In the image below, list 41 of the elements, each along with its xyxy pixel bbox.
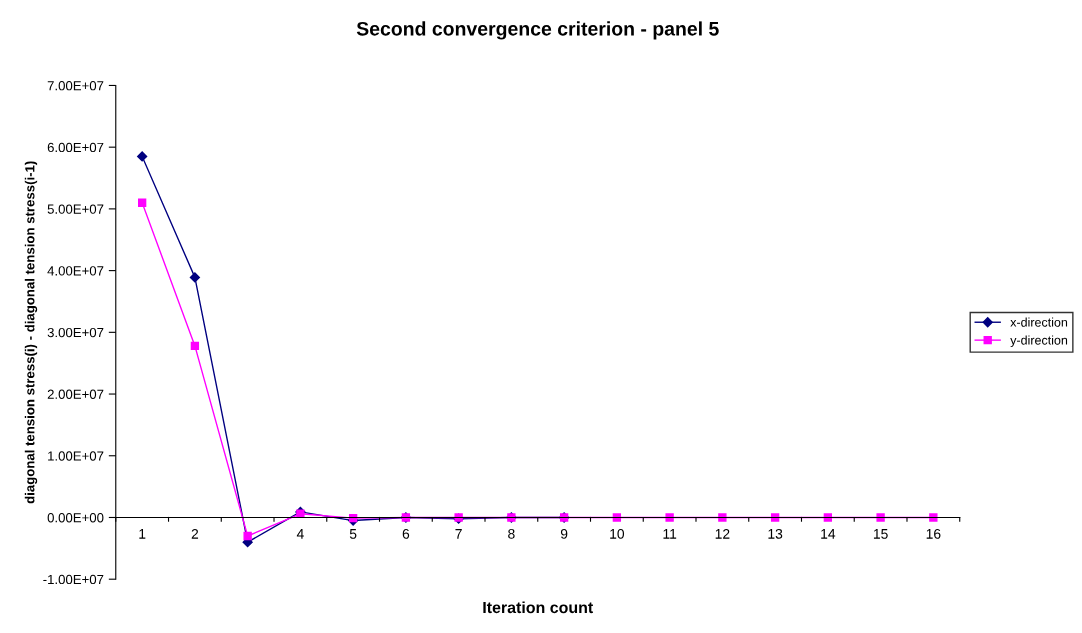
x-tick-label: 5 — [349, 529, 357, 539]
point — [665, 513, 674, 522]
y-tick-label: 2.00E+07 — [47, 389, 104, 399]
x-tick-label: 7 — [455, 529, 462, 539]
y-tick-label: 3.00E+07 — [47, 327, 104, 338]
point — [243, 531, 252, 541]
y-tick-label: 0.00E+00 — [47, 513, 104, 523]
y-tick-label: 1.00E+07 — [48, 451, 104, 461]
point — [823, 513, 833, 522]
point — [876, 513, 885, 522]
point — [189, 272, 201, 283]
x-tick-label: 6 — [402, 528, 410, 539]
x-tick-label: 16 — [926, 528, 941, 539]
chart-title: Second convergence criterion - panel 5 — [356, 21, 719, 40]
x-tick-label: 1 — [139, 529, 146, 539]
x-tick-label: 8 — [508, 528, 515, 539]
legend-label: y-direction — [1010, 335, 1068, 348]
point — [929, 513, 938, 522]
x-tick-label: 2 — [191, 528, 199, 539]
x-tick-label: 9 — [560, 528, 568, 539]
x-tick-label: 10 — [610, 528, 625, 539]
x-axis-title: Iteration count — [483, 601, 594, 614]
point — [770, 513, 780, 522]
y-tick-label: 6.00E+07 — [47, 142, 104, 153]
x-tick-label: 14 — [821, 529, 836, 539]
y-tick-label: 7.00E+07 — [47, 81, 104, 91]
y-tick-label: 5.00E+07 — [47, 204, 104, 214]
legend-label: x-direction — [1010, 317, 1068, 327]
point — [137, 198, 147, 207]
x-tick-label: 12 — [715, 528, 730, 539]
point — [190, 341, 200, 351]
x-tick-label: 15 — [873, 529, 888, 539]
y-tick-label: 4.00E+07 — [47, 266, 104, 276]
x-tick-label: 13 — [768, 528, 783, 539]
y-axis-title: diagonal tension stress(i) - diagonal tension stress(i-1) — [24, 161, 38, 504]
point — [612, 513, 622, 522]
point — [137, 151, 148, 162]
y-tick-label: -1.00E+07 — [43, 574, 104, 585]
x-tick-label: 11 — [663, 529, 677, 539]
point — [718, 513, 727, 522]
x-tick-label: 4 — [296, 529, 304, 539]
